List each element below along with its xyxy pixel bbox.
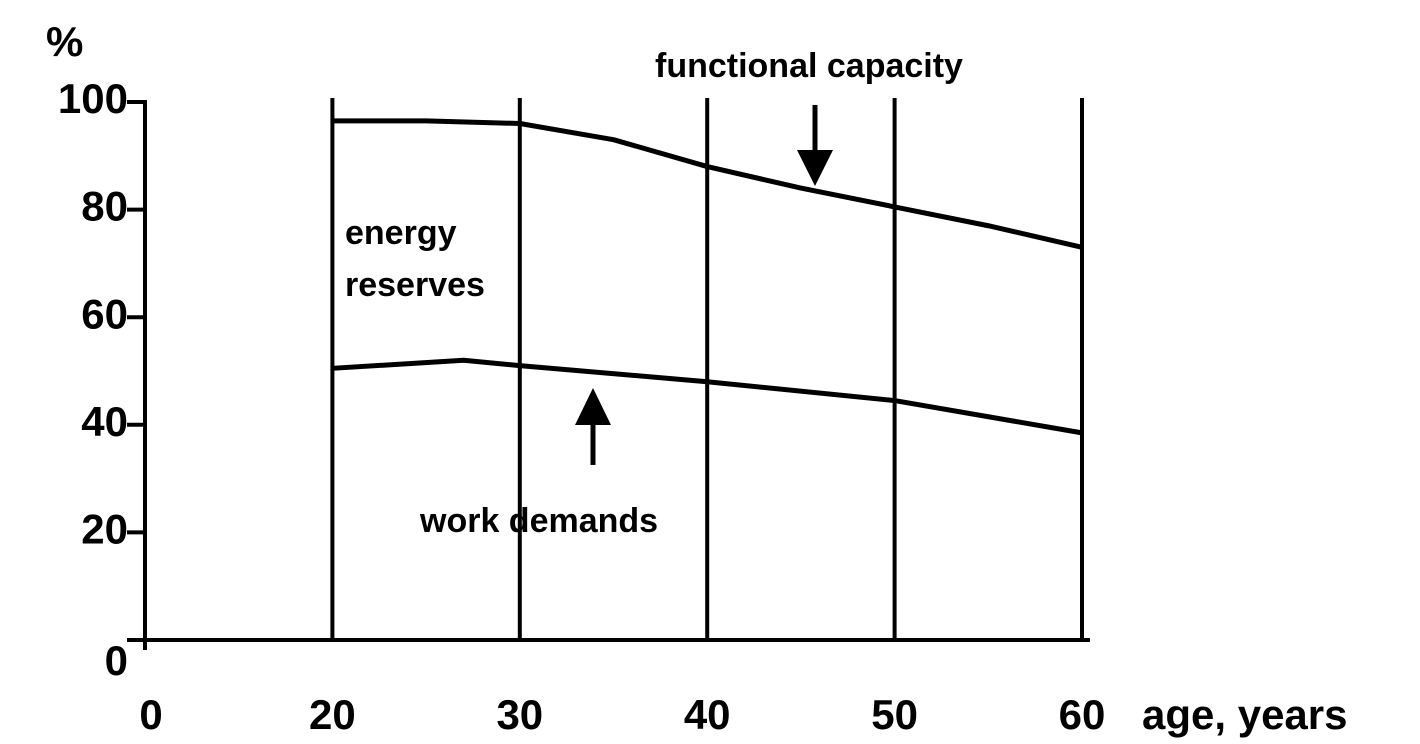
x-axis-label: age, years [1142, 691, 1348, 738]
y-tick-label: 0 [105, 637, 128, 684]
series-label: work demands [419, 502, 658, 540]
y-tick-label: 20 [81, 505, 128, 552]
x-tick-label: 0 [139, 691, 162, 738]
annotation: energy [345, 214, 457, 252]
series-line [332, 357, 1083, 436]
x-tick-label: 30 [496, 691, 543, 738]
y-tick-label: 80 [81, 183, 128, 230]
x-tick-label: 50 [871, 691, 918, 738]
x-tick-label: 40 [684, 691, 731, 738]
y-tick-label: 40 [81, 398, 128, 445]
series-line [332, 118, 1083, 250]
y-axis-label: % [46, 18, 83, 65]
x-tick-label: 60 [1059, 691, 1106, 738]
series-label: functional capacity [655, 47, 963, 85]
y-tick-label: 60 [81, 290, 128, 337]
x-tick-label: 20 [309, 691, 356, 738]
y-tick-label: 100 [58, 75, 128, 122]
annotation: reserves [345, 266, 485, 304]
arrow [797, 105, 833, 186]
arrow [575, 388, 611, 465]
